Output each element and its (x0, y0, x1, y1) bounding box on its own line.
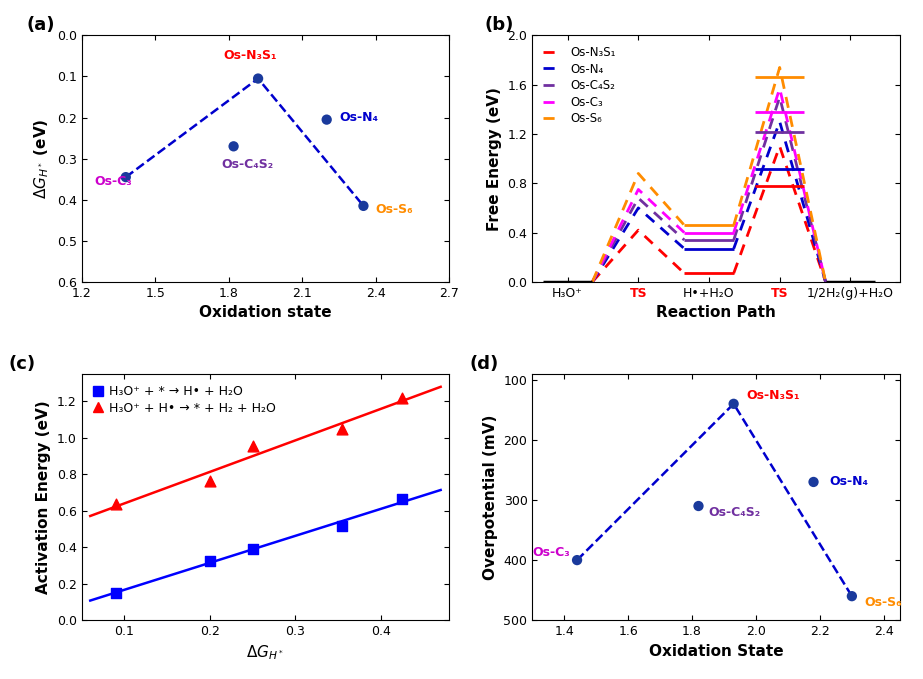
Point (726, 399, 741, 409)
Point (246, 544, 260, 555)
Point (335, 521, 350, 532)
Text: (a): (a) (27, 16, 55, 35)
Text: Os-N₃S₁: Os-N₃S₁ (747, 389, 800, 402)
Text: Os-C₃: Os-C₃ (94, 175, 132, 187)
Point (691, 500, 706, 511)
Point (246, 441, 260, 452)
X-axis label: Reaction Path: Reaction Path (656, 306, 776, 320)
Point (118, 172, 133, 183)
Text: Os-C₄S₂: Os-C₄S₂ (708, 506, 761, 519)
Legend: H₃O⁺ + * → H• + H₂O, H₃O⁺ + H• → * + H₂ + H₂O: H₃O⁺ + * → H• + H₂O, H₃O⁺ + H• → * + H₂ … (88, 380, 282, 420)
Y-axis label: Activation Energy (eV): Activation Energy (eV) (36, 400, 52, 594)
Text: Os-N₄: Os-N₄ (830, 475, 869, 488)
Y-axis label: $\Delta G_{H^*}$ (eV): $\Delta G_{H^*}$ (eV) (32, 118, 52, 199)
Legend: Os-N₃S₁, Os-N₄, Os-C₄S₂, Os-C₃, Os-S₆: Os-N₃S₁, Os-N₄, Os-C₄S₂, Os-C₃, Os-S₆ (538, 41, 620, 130)
Text: (c): (c) (8, 355, 35, 373)
Text: (b): (b) (485, 16, 514, 35)
Point (356, 200, 371, 211)
Point (226, 141, 241, 151)
Text: Os-S₆: Os-S₆ (865, 595, 903, 608)
X-axis label: Oxidation state: Oxidation state (199, 306, 331, 320)
X-axis label: $\Delta G_{H^*}$: $\Delta G_{H^*}$ (246, 644, 284, 662)
Point (806, 477, 821, 488)
Text: Os-C₃: Os-C₃ (533, 547, 570, 559)
Point (335, 423, 350, 434)
Y-axis label: Overpotential (mV): Overpotential (mV) (483, 414, 497, 580)
Point (109, 587, 124, 598)
Text: Os-N₃S₁: Os-N₃S₁ (223, 50, 277, 62)
Point (845, 591, 859, 602)
Point (202, 476, 217, 487)
Text: Os-C₄S₂: Os-C₄S₂ (222, 158, 273, 171)
Text: (d): (d) (470, 355, 499, 373)
Point (202, 555, 217, 566)
Point (251, 73, 266, 84)
Point (569, 555, 584, 566)
Point (395, 494, 410, 504)
Point (319, 114, 334, 125)
Text: Os-N₄: Os-N₄ (339, 111, 378, 124)
Point (395, 393, 410, 404)
Y-axis label: Free Energy (eV): Free Energy (eV) (487, 87, 502, 231)
X-axis label: Oxidation State: Oxidation State (649, 644, 784, 659)
Text: Os-S₆: Os-S₆ (376, 204, 414, 217)
Point (109, 499, 124, 510)
